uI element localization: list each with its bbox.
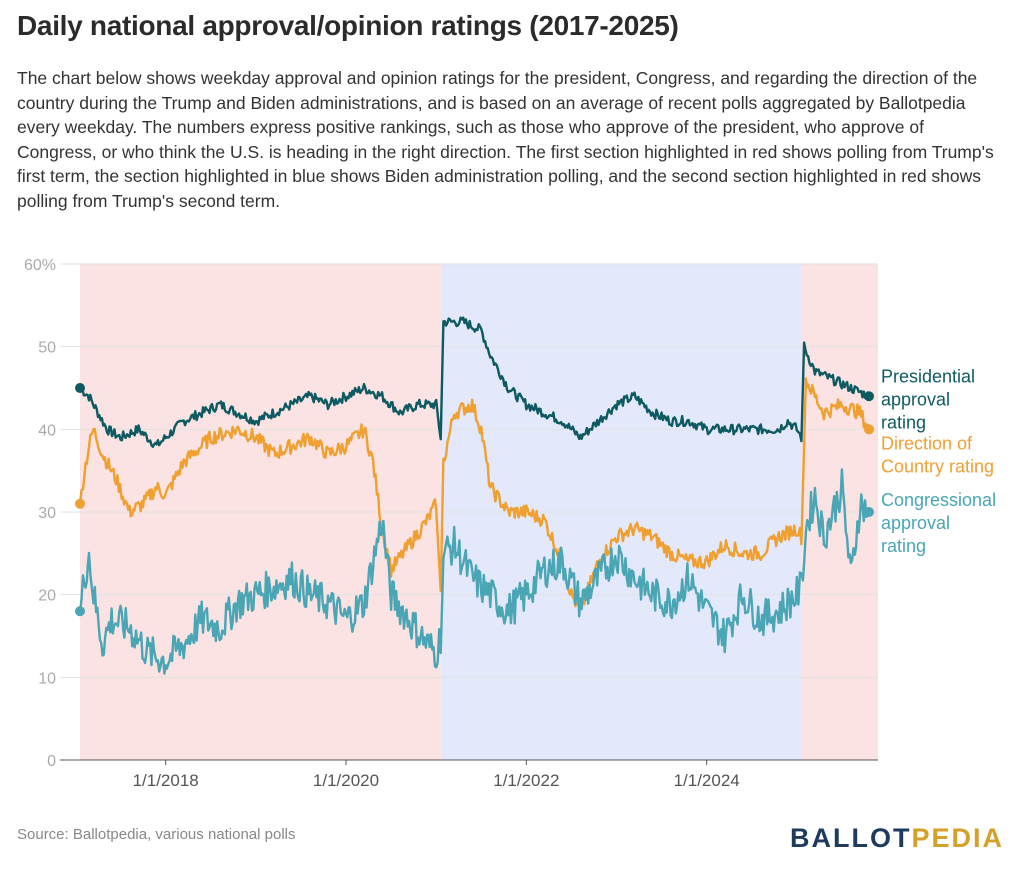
series-line-2 (78, 468, 870, 675)
ballotpedia-logo: BALLOTPEDIA (790, 823, 1004, 854)
y-tick-label: 40 (38, 422, 56, 439)
x-tick-label: 1/1/2018 (133, 771, 199, 790)
y-tick-label: 0 (47, 753, 56, 770)
y-tick-label: 20 (38, 588, 56, 605)
line-chart: 0 10 20 30 40 50 60% 1/1/2018 1/1/2020 1/1/2022 1/… (24, 257, 996, 790)
series-end-point-1 (863, 424, 874, 435)
y-tick-label: 60% (24, 257, 56, 274)
series-line-1 (78, 377, 871, 610)
logo-pedia: PEDIA (911, 823, 1004, 853)
series-label-0: Presidential approval rating (881, 366, 975, 432)
y-tick-label: 30 (38, 505, 56, 522)
series-label-line: approval (881, 513, 950, 533)
series-label-line: approval (881, 389, 950, 409)
series-label-line: Presidential (881, 366, 975, 386)
logo-ballot: BALLOT (789, 823, 912, 853)
chart-title: Daily national approval/opinion ratings … (17, 10, 679, 41)
series-label-line: Direction of (881, 433, 973, 453)
y-tick-label: 10 (38, 670, 56, 687)
series-label-2: Congressional approval rating (881, 490, 996, 556)
series-label-line: rating (881, 536, 926, 556)
series-start-point-1 (75, 498, 85, 509)
series-line-0 (79, 316, 871, 448)
chart-description: The chart below shows weekday approval a… (17, 68, 994, 211)
series-label-1: Direction of Country rating (881, 433, 994, 476)
series-start-point-0 (75, 383, 85, 393)
series-label-line: Congressional (881, 490, 996, 510)
x-tick-label: 1/1/2024 (674, 771, 740, 790)
x-tick-label: 1/1/2022 (493, 771, 559, 790)
series-end-point-2 (863, 507, 874, 517)
series-start-point-2 (75, 606, 85, 617)
x-tick-label: 1/1/2020 (313, 771, 379, 790)
series-label-line: Country rating (881, 456, 994, 476)
y-tick-label: 50 (38, 340, 56, 357)
series-end-point-0 (863, 391, 874, 402)
source-note: Source: Ballotpedia, various national po… (17, 826, 296, 843)
series-label-line: rating (881, 412, 926, 432)
